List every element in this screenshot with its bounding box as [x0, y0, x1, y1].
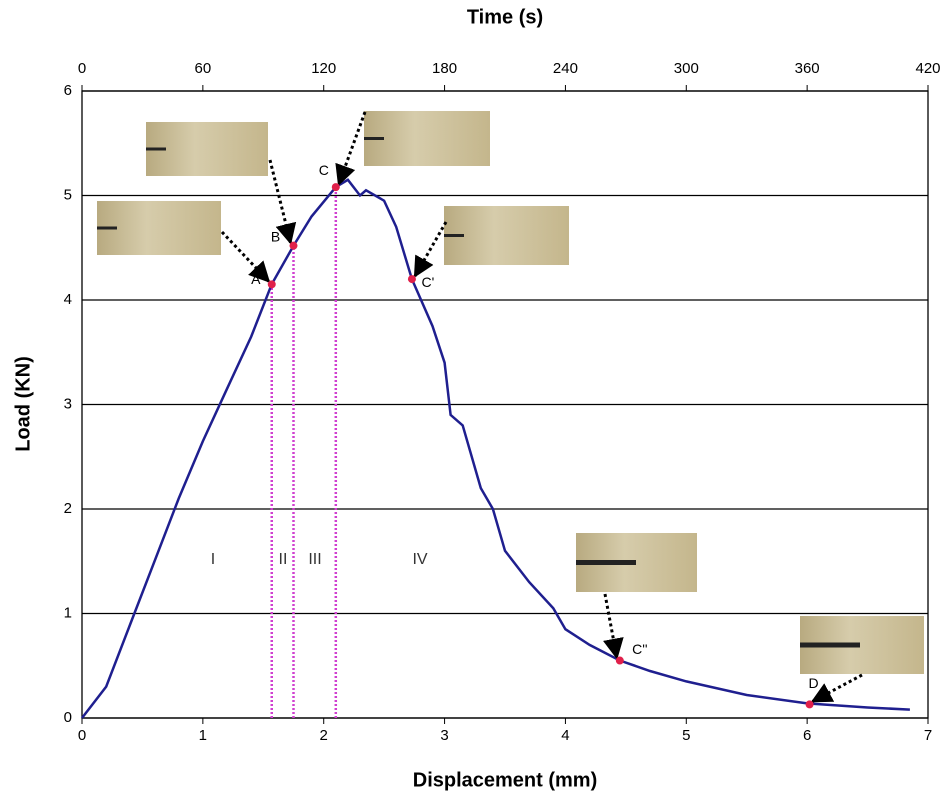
x-tick-label: 6 [803, 727, 811, 744]
point [407, 275, 416, 284]
x2-tick-label: 300 [674, 60, 699, 77]
x2-tick-label: 180 [432, 60, 457, 77]
point [615, 656, 624, 665]
crack-photo [97, 201, 221, 255]
region-label: III [308, 551, 321, 568]
arrow [603, 593, 624, 660]
crack-photo [364, 111, 490, 166]
point-label: D [808, 675, 818, 691]
x2-tick-label: 120 [311, 60, 336, 77]
x-tick-label: 7 [924, 727, 932, 744]
y-tick-label: 0 [64, 709, 72, 726]
x2-tick-label: 0 [78, 60, 86, 77]
crack-photo [146, 122, 268, 176]
point-label: C [319, 162, 329, 178]
arrow [335, 111, 367, 187]
x2-tick-label: 60 [195, 60, 212, 77]
point [267, 280, 276, 289]
y-axis-title: Load (KN) [12, 356, 34, 452]
y-tick-label: 3 [64, 395, 72, 412]
point-label: A [251, 271, 261, 287]
x-tick-label: 0 [78, 727, 86, 744]
x-tick-label: 1 [199, 727, 207, 744]
point [289, 241, 298, 250]
x2-axis-title: Time (s) [467, 6, 543, 28]
point [331, 183, 340, 192]
point [805, 700, 814, 709]
y-tick-label: 1 [64, 604, 72, 621]
arrow [220, 230, 271, 283]
y-tick-label: 5 [64, 186, 72, 203]
arrow [413, 221, 448, 278]
y-tick-label: 6 [64, 82, 72, 99]
x2-tick-label: 420 [915, 60, 940, 77]
x2-tick-label: 360 [795, 60, 820, 77]
plot-frame [81, 90, 929, 719]
y-tick-label: 4 [64, 291, 72, 308]
arrow [810, 673, 863, 703]
y-tick-label: 2 [64, 500, 72, 517]
x2-tick-label: 240 [553, 60, 578, 77]
point-label: C'' [632, 641, 647, 657]
point-label: C' [422, 274, 435, 290]
region-label: I [211, 551, 215, 568]
x-axis-title: Displacement (mm) [413, 769, 598, 791]
arrow [268, 159, 297, 245]
x-tick-label: 2 [320, 727, 328, 744]
data-line [81, 178, 910, 719]
x-tick-label: 3 [440, 727, 448, 744]
region-label: IV [412, 551, 427, 568]
point-label: B [271, 228, 280, 244]
region-label: II [279, 551, 288, 568]
crack-photo [444, 206, 569, 265]
x-tick-label: 4 [561, 727, 569, 744]
x-tick-label: 5 [682, 727, 690, 744]
